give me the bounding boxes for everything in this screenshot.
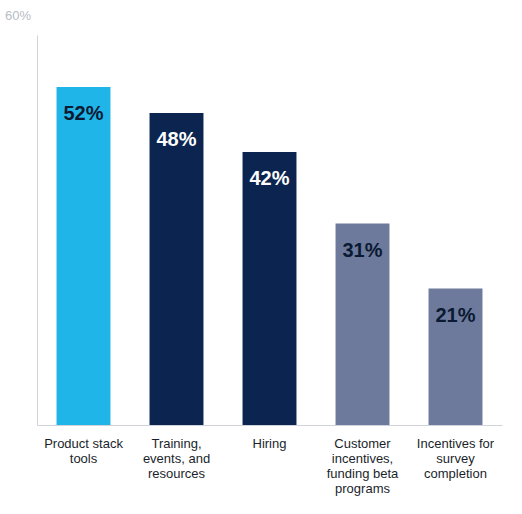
bar: [243, 152, 297, 425]
x-tick: Incentives forsurveycompletion: [417, 425, 495, 481]
bars: [57, 87, 483, 425]
chart: 60% Product stacktools Training,events, an…: [0, 0, 522, 514]
y-axis-line: [37, 36, 38, 426]
y-tick-label: 60%: [5, 8, 31, 23]
bar: [429, 289, 483, 426]
plot: 60% Product stacktools Training,events, an…: [5, 8, 503, 496]
x-axis: Product stacktools Training,events, andre…: [38, 425, 503, 496]
data-labels: 52% 48% 42% 31% 21%: [63, 102, 475, 326]
x-axis-line: [38, 425, 503, 426]
x-tick-label: Training,events, andresources: [143, 436, 210, 481]
x-tick: Product stacktools: [44, 425, 123, 466]
x-tick: Customerincentives,funding betaprograms: [327, 425, 399, 496]
data-label: 52%: [63, 102, 103, 124]
x-tick: Hiring: [253, 425, 287, 451]
y-axis: 60%: [5, 8, 38, 426]
x-tick-label: Hiring: [253, 436, 287, 451]
data-label: 48%: [156, 128, 196, 150]
data-label: 21%: [435, 304, 475, 326]
data-label: 31%: [342, 239, 382, 261]
data-label: 42%: [249, 167, 289, 189]
bar: [336, 224, 390, 426]
bar: [57, 87, 111, 425]
x-tick-label: Customerincentives,funding betaprograms: [327, 436, 399, 496]
bar: [150, 113, 204, 425]
x-tick: Training,events, andresources: [143, 425, 210, 481]
x-tick-label: Product stacktools: [44, 436, 123, 466]
y-tick: 60%: [5, 8, 37, 36]
x-tick-label: Incentives forsurveycompletion: [417, 436, 495, 481]
